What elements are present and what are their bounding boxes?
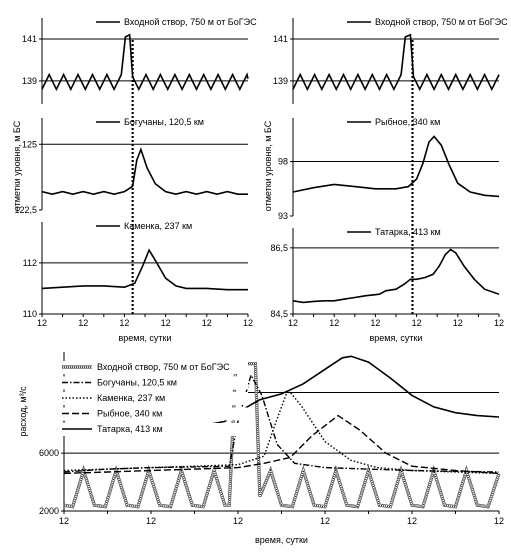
y-tick-label: 122,5	[14, 205, 37, 215]
legend-backdrop	[58, 376, 248, 390]
y-tick-label: 110	[23, 309, 37, 319]
x-tick-label: 12	[370, 318, 380, 328]
x-tick-label: 12	[119, 318, 129, 328]
discharge-legend: Входной створ, 750 м от БоГЭС Богучаны, 1…	[58, 361, 248, 436]
right-panel-3: 86,5 84,5 Татарка, 413 км	[270, 227, 500, 319]
series-line	[41, 248, 248, 291]
y-tick-label: 112	[23, 258, 37, 268]
legend-backdrop	[58, 392, 248, 405]
y-tick-label: 2000	[39, 506, 59, 516]
legend-label: Богучаны, 120,5 км	[124, 117, 204, 127]
x-tick-label: 12	[146, 516, 156, 526]
left-panel-2: 125 122,5 Богучаны, 120,5 км	[14, 117, 248, 215]
y-tick-label: 84,5	[270, 309, 288, 319]
y-axis-title: отметки уровня, м БС	[263, 120, 273, 211]
right-panel-2: 98 93 Рыбное, 340 км	[278, 117, 500, 221]
y-tick-label: 98	[278, 157, 288, 167]
x-tick-label: 12	[453, 318, 463, 328]
legend-label: Входной створ, 750 м от БоГЭС	[97, 362, 230, 372]
y-tick-label: 139	[273, 76, 288, 86]
legend-label: Каменка, 237 км	[97, 393, 165, 403]
series-line	[41, 33, 249, 92]
legend-label: Богучаны, 120,5 км	[97, 378, 177, 388]
x-axis-title: время, сутки	[119, 333, 172, 343]
right-panel-1: 139 141 Входной створ, 750 м от БоГЭС	[273, 17, 508, 104]
y-tick-label: 139	[22, 76, 37, 86]
x-tick-label: 12	[233, 516, 243, 526]
x-tick-label: 12	[494, 516, 504, 526]
x-tick-label: 12	[320, 516, 330, 526]
legend-backdrop	[58, 361, 248, 374]
y-axis-title: отметки уровня, м БС	[12, 120, 22, 211]
legend-label: Входной створ, 750 м от БоГЭС	[124, 17, 257, 27]
x-tick-label: 12	[161, 318, 171, 328]
y-tick-label: 141	[273, 34, 288, 44]
series-line	[41, 147, 248, 196]
x-axis-title: время, сутки	[255, 535, 308, 545]
legend-label: Рыбное, 340 км	[97, 409, 162, 419]
x-tick-label: 12	[494, 318, 504, 328]
series-line	[292, 248, 500, 304]
left-panel-1: 139 141 Входной створ, 750 м от БоГЭС	[22, 17, 257, 104]
legend-label: Каменка, 237 км	[124, 221, 192, 231]
legend-label: Татарка, 413 км	[97, 424, 163, 434]
x-tick-label: 12	[288, 318, 298, 328]
x-tick-label: 12	[412, 318, 422, 328]
y-tick-label: 93	[278, 211, 288, 221]
legend-label: Рыбное, 340 км	[375, 117, 440, 127]
legend-backdrop	[58, 423, 248, 436]
legend-backdrop	[58, 407, 248, 421]
legend-label: Входной створ, 750 м от БоГЭС	[375, 17, 508, 27]
x-tick-label: 12	[407, 516, 417, 526]
y-tick-label: 6000	[39, 448, 59, 458]
x-tick-label: 12	[78, 318, 88, 328]
y-tick-label: 125	[22, 139, 37, 149]
right-level-chart: 139 141 Входной створ, 750 м от БоГЭС 98 93 Р…	[263, 17, 508, 343]
x-tick-label: 12	[59, 516, 69, 526]
x-tick-label: 12	[37, 318, 47, 328]
y-tick-label: 86,5	[270, 243, 288, 253]
left-panel-3: 112 110 Каменка, 237 км	[23, 221, 248, 319]
x-tick-label: 12	[243, 318, 253, 328]
series-line	[292, 33, 500, 92]
series-line-4	[63, 414, 500, 475]
y-axis-title: расход, м³/с	[18, 386, 28, 437]
y-tick-label: 141	[22, 34, 37, 44]
legend-label: Татарка, 413 км	[375, 227, 441, 237]
series-line-2	[63, 373, 500, 473]
x-axis-title: время, сутки	[370, 333, 423, 343]
x-tick-label: 12	[202, 318, 212, 328]
discharge-chart: 2000 6000 12 12 12 12 12 12 время, сутки расход, …	[18, 352, 504, 545]
x-tick-label: 12	[329, 318, 339, 328]
series-line-1	[63, 363, 500, 508]
series-line-3	[63, 388, 500, 475]
series-line	[292, 135, 500, 198]
